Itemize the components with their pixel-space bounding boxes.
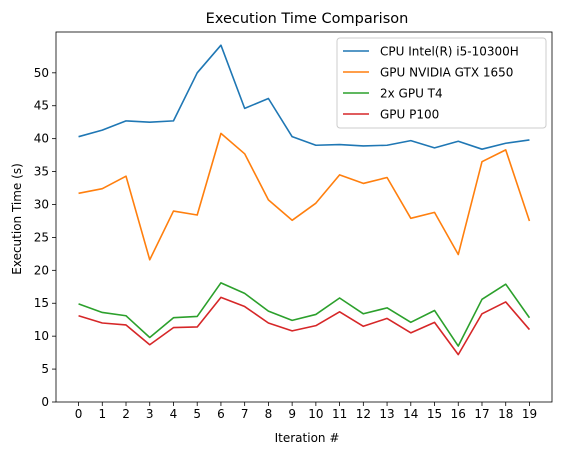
x-tick-label: 11 (332, 407, 347, 421)
x-tick-label: 19 (522, 407, 537, 421)
x-tick-label: 6 (217, 407, 225, 421)
series-line-1 (78, 44, 530, 150)
x-tick-label: 13 (379, 407, 394, 421)
legend: CPU Intel(R) i5-10300H GPU NVIDIA GTX 165… (336, 37, 547, 129)
legend-label-4: GPU P100 (380, 108, 439, 122)
x-tick-label: 12 (356, 407, 371, 421)
y-tick-label: 40 (34, 132, 49, 146)
x-tick-label: 2 (122, 407, 130, 421)
plot-frame (55, 31, 553, 403)
y-tick-label: 50 (34, 66, 49, 80)
y-tick-label: 45 (34, 99, 49, 113)
y-axis: 0 5 10 15 20 25 30 35 40 45 50 (34, 66, 56, 409)
y-tick-label: 30 (34, 197, 49, 211)
x-tick-label: 4 (170, 407, 178, 421)
x-axis: 0 1 2 3 4 5 6 7 8 9 10 11 12 13 14 15 16 17 18 19 (75, 402, 537, 421)
x-tick-label: 14 (403, 407, 418, 421)
x-tick-label: 9 (288, 407, 296, 421)
x-tick-label: 7 (241, 407, 249, 421)
x-tick-label: 8 (265, 407, 273, 421)
x-tick-label: 1 (98, 407, 106, 421)
x-tick-label: 5 (193, 407, 201, 421)
y-tick-label: 0 (41, 395, 49, 409)
series-line-4 (78, 296, 531, 356)
x-tick-label: 18 (498, 407, 513, 421)
series-line-2 (78, 132, 531, 261)
x-axis-label: Iteration # (275, 431, 340, 445)
x-tick-label: 3 (146, 407, 154, 421)
y-tick-label: 20 (34, 263, 49, 277)
y-tick-label: 35 (34, 165, 49, 179)
series-line-3 (78, 282, 531, 347)
x-tick-label: 16 (451, 407, 466, 421)
y-tick-label: 25 (34, 230, 49, 244)
y-axis-label: Execution Time (s) (10, 163, 24, 275)
plot-area (55, 31, 553, 403)
legend-box (336, 37, 547, 129)
chart-title: Execution Time Comparison (206, 11, 409, 27)
x-tick-label: 15 (427, 407, 442, 421)
legend-label-1: CPU Intel(R) i5-10300H (380, 45, 519, 59)
x-tick-label: 10 (308, 407, 323, 421)
y-tick-label: 5 (41, 362, 49, 376)
legend-label-3: 2x GPU T4 (380, 87, 443, 101)
y-tick-label: 15 (34, 296, 49, 310)
x-tick-label: 17 (474, 407, 489, 421)
y-tick-label: 10 (34, 329, 49, 343)
x-tick-label: 0 (75, 407, 83, 421)
legend-label-2: GPU NVIDIA GTX 1650 (380, 66, 513, 80)
